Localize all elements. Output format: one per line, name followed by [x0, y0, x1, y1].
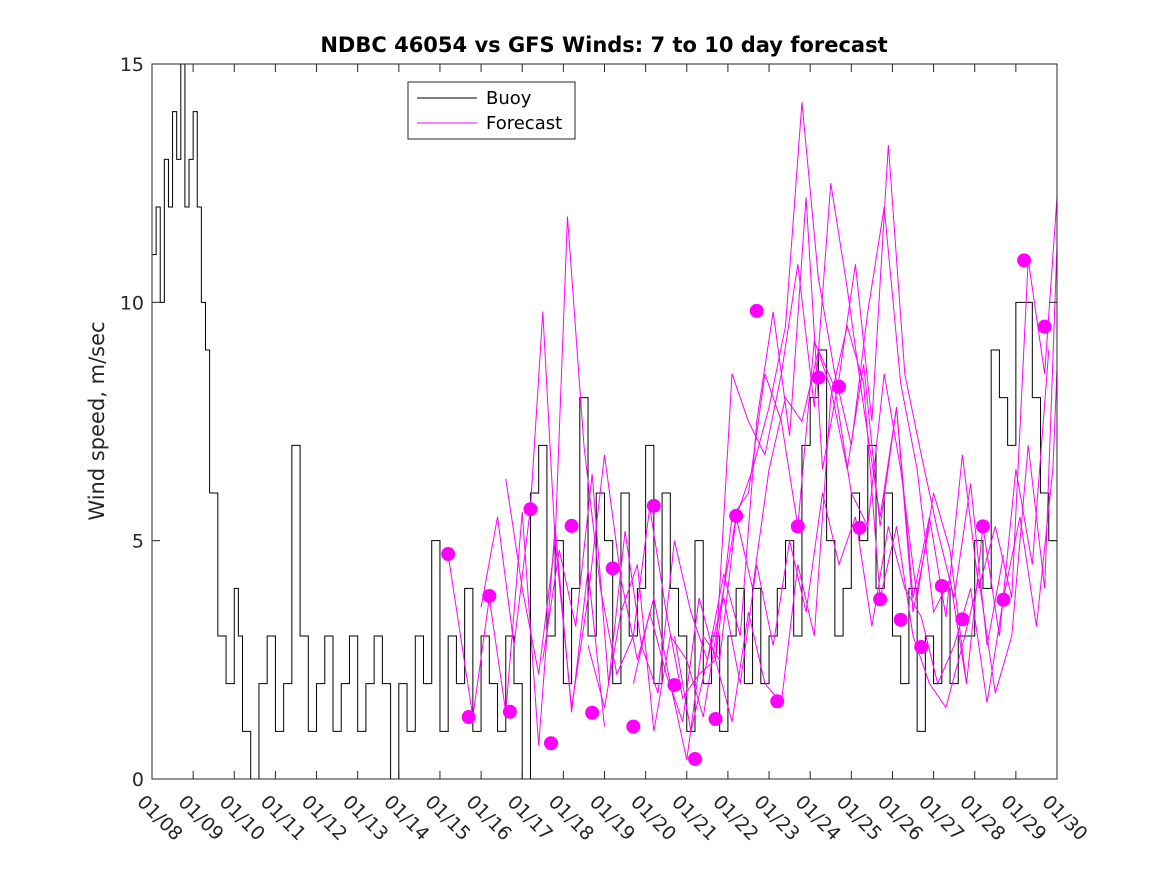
forecast-line-2 — [480, 183, 930, 700]
x-tick-label: 01/24 — [791, 791, 845, 845]
x-tick-label: 01/12 — [297, 791, 351, 845]
forecast-marker — [482, 588, 497, 603]
legend: Buoy Forecast — [407, 81, 576, 140]
forecast-marker — [461, 710, 476, 725]
x-tick-label: 01/30 — [1037, 791, 1091, 845]
forecast-marker — [564, 518, 579, 533]
forecast-marker — [688, 751, 702, 766]
x-tick-label: 01/11 — [256, 791, 310, 845]
x-tick-label: 01/23 — [750, 791, 804, 845]
x-tick-label: 01/27 — [914, 791, 968, 845]
forecast-marker — [873, 592, 888, 607]
forecast-marker — [667, 678, 682, 693]
y-tick-label: 15 — [120, 54, 144, 76]
forecast-marker — [646, 498, 661, 513]
y-tick-label: 0 — [132, 769, 144, 791]
forecast-marker — [626, 719, 641, 734]
forecast-marker — [811, 370, 826, 385]
x-tick-label: 01/28 — [955, 791, 1009, 845]
forecast-line-4 — [542, 144, 1005, 694]
forecast-marker — [1037, 319, 1052, 334]
forecast-marker — [585, 705, 600, 720]
plot-frame — [151, 63, 1058, 780]
forecast-marker — [790, 519, 805, 534]
forecast-line-1 — [447, 512, 605, 746]
forecast-marker — [893, 612, 908, 627]
y-tick-label: 5 — [132, 531, 144, 553]
forecast-marker — [852, 520, 867, 535]
x-tick-label: 01/19 — [585, 791, 639, 845]
forecast-marker — [831, 379, 846, 394]
forecast-marker — [523, 502, 538, 517]
legend-forecast-label: Forecast — [486, 113, 562, 134]
forecast-marker — [544, 736, 559, 751]
forecast-marker — [502, 704, 517, 719]
x-tick-label: 01/29 — [996, 791, 1050, 845]
forecast-marker — [729, 508, 744, 523]
y-tick-label: 10 — [120, 292, 144, 314]
x-tick-label: 01/14 — [379, 791, 433, 845]
x-tick-label: 01/18 — [544, 791, 598, 845]
forecast-line-6 — [632, 197, 1058, 722]
forecast-marker — [996, 592, 1011, 607]
forecast-marker — [955, 612, 970, 627]
x-tick-label: 01/17 — [503, 791, 557, 845]
forecast-marker — [975, 519, 990, 534]
x-tick-label: 01/10 — [215, 791, 269, 845]
forecast-marker — [934, 578, 949, 593]
forecast-marker — [749, 303, 764, 318]
x-tick-label: 01/25 — [832, 791, 886, 845]
x-tick-label: 01/13 — [338, 791, 392, 845]
x-tick-label: 01/21 — [667, 791, 721, 845]
series-layer — [152, 63, 1058, 780]
x-tick-label: 01/22 — [708, 791, 762, 845]
x-tick-label: 01/16 — [462, 791, 516, 845]
forecast-line-8 — [715, 245, 1058, 722]
legend-buoy-label: Buoy — [486, 88, 532, 109]
forecast-marker — [914, 639, 929, 654]
legend-box — [407, 81, 576, 140]
forecast-marker — [441, 547, 456, 562]
x-tick-label: 01/26 — [873, 791, 927, 845]
buoy-line — [152, 63, 1058, 780]
x-tick-label: 01/08 — [132, 791, 186, 845]
ticks-layer: 05101501/0801/0901/1001/1101/1201/1301/1… — [120, 54, 1092, 845]
forecast-marker — [708, 711, 723, 726]
forecast-marker — [770, 694, 785, 709]
y-axis-label: Wind speed, m/sec — [85, 321, 109, 520]
x-tick-label: 01/15 — [420, 791, 474, 845]
forecast-marker — [1017, 253, 1032, 268]
chart-title: NDBC 46054 vs GFS Winds: 7 to 10 day for… — [320, 33, 887, 57]
forecast-marker — [605, 561, 620, 576]
x-tick-label: 01/20 — [626, 791, 680, 845]
x-tick-label: 01/09 — [174, 791, 228, 845]
